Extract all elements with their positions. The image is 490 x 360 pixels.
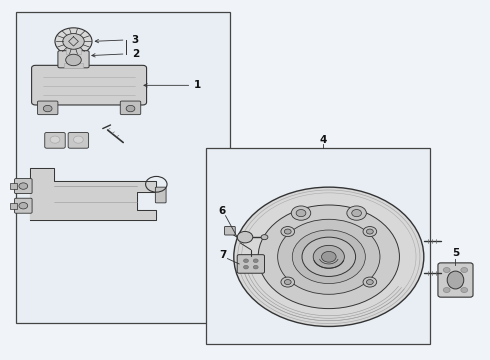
Circle shape (284, 280, 291, 284)
FancyBboxPatch shape (68, 132, 89, 148)
Circle shape (237, 231, 253, 243)
Text: 3: 3 (132, 35, 139, 45)
Circle shape (443, 288, 450, 293)
Circle shape (253, 265, 258, 269)
Circle shape (253, 259, 258, 262)
Circle shape (278, 219, 380, 294)
Circle shape (461, 288, 467, 293)
Bar (16, 12, 230, 323)
Circle shape (63, 33, 84, 49)
FancyBboxPatch shape (224, 226, 235, 235)
FancyBboxPatch shape (37, 101, 58, 114)
Circle shape (19, 203, 28, 209)
FancyBboxPatch shape (237, 255, 265, 273)
Bar (206, 148, 430, 344)
Text: 4: 4 (319, 135, 327, 145)
Circle shape (55, 28, 92, 55)
Circle shape (66, 54, 81, 66)
Circle shape (50, 136, 60, 143)
FancyBboxPatch shape (31, 65, 147, 105)
Circle shape (291, 206, 311, 220)
FancyBboxPatch shape (58, 51, 89, 68)
FancyBboxPatch shape (155, 187, 166, 203)
Circle shape (461, 267, 467, 273)
FancyBboxPatch shape (15, 198, 32, 213)
Text: 7: 7 (219, 250, 226, 260)
FancyBboxPatch shape (45, 132, 65, 148)
Bar (66, 47, 81, 54)
Circle shape (296, 210, 306, 217)
Circle shape (363, 226, 377, 237)
Circle shape (234, 187, 424, 327)
Circle shape (363, 277, 377, 287)
Text: 2: 2 (132, 49, 139, 59)
Circle shape (281, 277, 294, 287)
Circle shape (347, 206, 367, 220)
Text: 6: 6 (218, 206, 225, 216)
Text: 1: 1 (194, 80, 201, 90)
Circle shape (367, 229, 373, 234)
Circle shape (292, 230, 366, 284)
Ellipse shape (447, 271, 464, 289)
Circle shape (302, 237, 356, 276)
Bar (64, 63, 83, 68)
Circle shape (284, 229, 291, 234)
Polygon shape (30, 168, 156, 220)
FancyBboxPatch shape (438, 263, 473, 297)
Circle shape (19, 183, 28, 189)
Circle shape (126, 105, 135, 112)
Bar (10, 203, 17, 208)
Circle shape (244, 259, 248, 262)
Circle shape (352, 210, 362, 217)
Circle shape (258, 205, 399, 309)
Circle shape (367, 280, 373, 284)
Circle shape (244, 265, 248, 269)
Circle shape (281, 226, 294, 237)
FancyBboxPatch shape (15, 179, 32, 194)
Circle shape (261, 235, 268, 240)
Circle shape (313, 246, 344, 268)
Bar (10, 183, 17, 189)
Circle shape (74, 136, 83, 143)
Circle shape (443, 267, 450, 273)
FancyBboxPatch shape (120, 101, 141, 114)
Circle shape (321, 251, 336, 262)
Circle shape (43, 105, 52, 112)
Text: 5: 5 (452, 248, 459, 258)
